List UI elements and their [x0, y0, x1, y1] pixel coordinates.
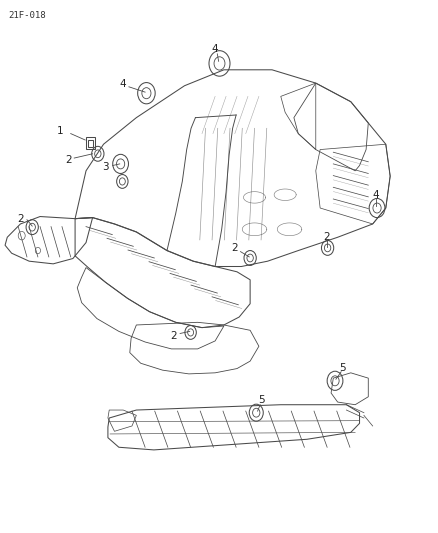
Text: 21F-018: 21F-018	[9, 11, 46, 20]
Text: 2: 2	[170, 330, 177, 341]
Text: 4: 4	[211, 44, 218, 53]
Text: 3: 3	[102, 161, 109, 172]
Text: 1: 1	[57, 126, 63, 136]
Text: 2: 2	[323, 232, 329, 242]
Text: 2: 2	[65, 155, 72, 165]
Text: 4: 4	[372, 190, 378, 200]
Bar	[85, 138, 95, 149]
Text: 2: 2	[17, 214, 24, 224]
Text: 2: 2	[231, 243, 237, 253]
Text: 5: 5	[339, 362, 346, 373]
Bar	[88, 140, 93, 147]
Text: 5: 5	[258, 395, 264, 406]
Text: 4: 4	[120, 79, 126, 89]
